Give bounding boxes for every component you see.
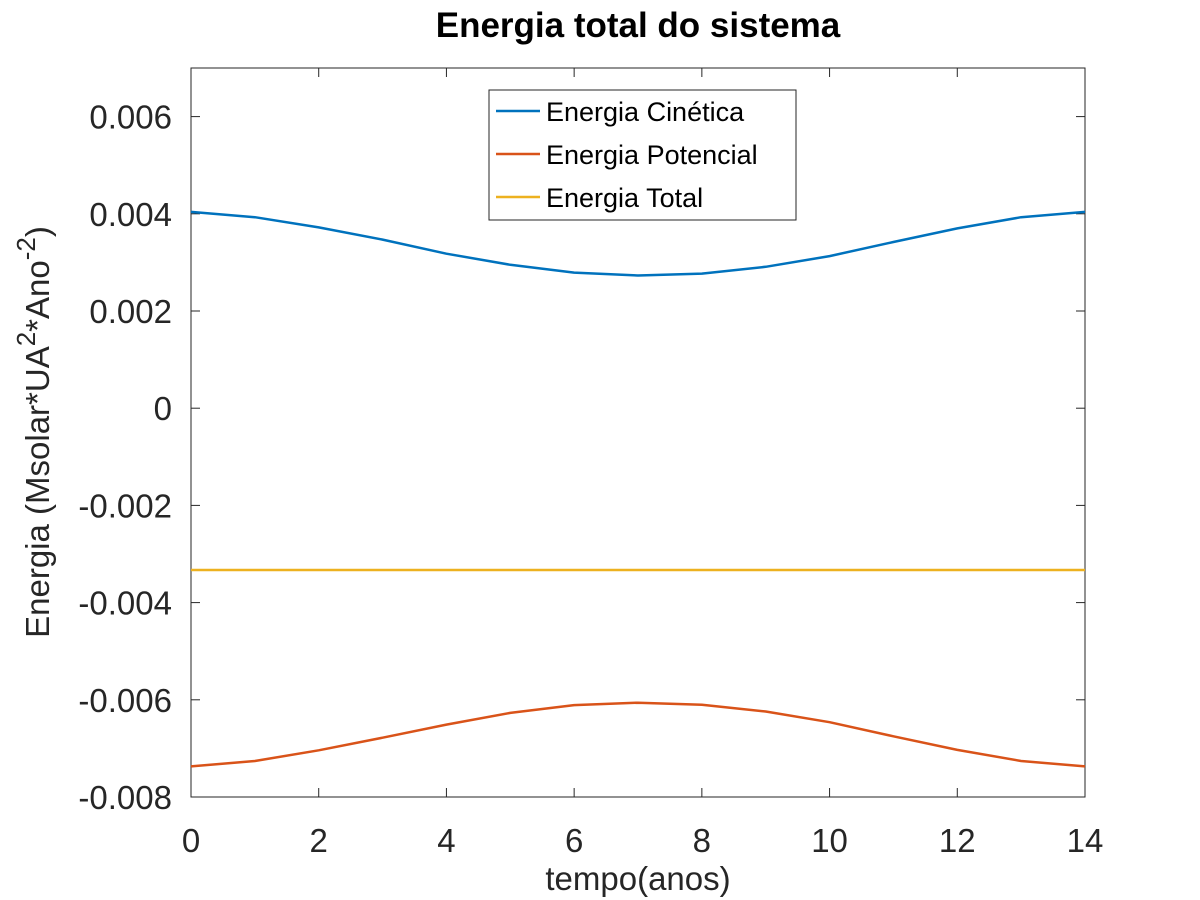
y-axis-label-mid: *Ano xyxy=(19,260,56,332)
chart-title: Energia total do sistema xyxy=(436,6,841,45)
x-tick-label: 0 xyxy=(182,822,200,859)
x-tick-label: 10 xyxy=(811,822,848,859)
legend-label: Energia Cinética xyxy=(546,97,745,127)
y-axis: -0.008 -0.006 -0.004 -0.002 0 0.002 0.004 0.006 xyxy=(78,99,1085,816)
y-tick-label: -0.006 xyxy=(78,682,172,719)
y-axis-label-base: Energia (Msolar*UA xyxy=(19,346,56,638)
y-tick-label: -0.004 xyxy=(78,585,172,622)
series-line-0 xyxy=(190,210,1086,277)
x-tick-label: 4 xyxy=(437,822,455,859)
y-tick-label: 0 xyxy=(154,390,172,427)
legend-label: Energia Total xyxy=(546,183,703,213)
x-tick-label: 14 xyxy=(1067,822,1104,859)
y-tick-label: 0.006 xyxy=(89,99,172,136)
y-axis-label-exp2: -2 xyxy=(11,237,41,260)
y-tick-label: -0.002 xyxy=(78,487,172,524)
legend-label: Energia Potencial xyxy=(546,140,758,170)
series-lines xyxy=(190,210,1086,768)
x-tick-label: 2 xyxy=(310,822,328,859)
x-axis-label: tempo(anos) xyxy=(545,860,730,897)
series-line-1 xyxy=(190,701,1086,768)
y-axis-label-exp1: 2 xyxy=(11,332,41,346)
y-axis-label: Energia (Msolar*UA2*Ano-2) xyxy=(11,226,56,638)
y-tick-label: 0.004 xyxy=(89,196,172,233)
x-tick-label: 12 xyxy=(939,822,976,859)
legend: Energia Cinética Energia Potencial Energia… xyxy=(488,89,797,221)
legend-box xyxy=(488,89,797,221)
x-axis: 0 2 4 6 8 10 12 14 xyxy=(182,68,1104,859)
y-tick-label: 0.002 xyxy=(89,293,172,330)
x-tick-label: 6 xyxy=(565,822,583,859)
x-tick-label: 8 xyxy=(693,822,711,859)
y-axis-label-end: ) xyxy=(19,226,56,237)
y-tick-label: -0.008 xyxy=(78,779,172,816)
